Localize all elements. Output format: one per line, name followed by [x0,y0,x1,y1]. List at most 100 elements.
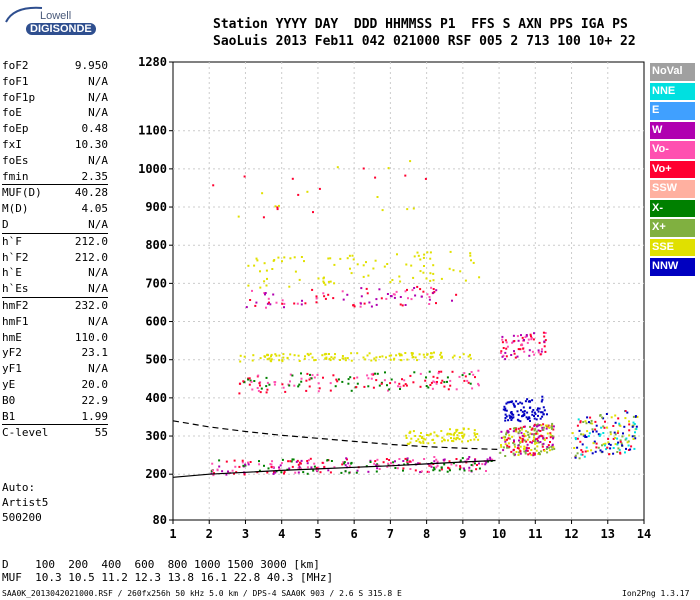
echo-point [433,431,436,434]
echo-point [394,467,397,469]
echo-point [537,414,539,417]
echo-point [519,401,522,404]
echo-point [459,459,462,462]
echo-point [399,385,402,388]
echo-point [258,382,261,385]
echo-point [432,288,435,290]
echo-point [281,359,284,362]
echo-point [386,384,388,387]
echo-point [424,438,427,441]
echo-point [402,460,405,462]
echo-point [531,413,534,416]
param-value: N/A [88,153,108,167]
echo-point [428,464,431,467]
echo-point [432,438,435,441]
echo-point [527,338,530,341]
echo-point [251,388,254,391]
param-value: N/A [88,282,108,296]
echo-point [526,431,529,434]
echo-point [466,458,468,461]
echo-point [524,400,527,403]
echo-point [533,411,536,414]
echo-point [619,439,622,442]
echo-point [526,449,529,452]
echo-point [233,472,235,475]
echo-point [548,446,550,449]
echo-point [501,341,504,344]
echo-point [632,415,635,418]
echo-point [297,385,300,388]
echo-point [347,378,350,381]
x-tick-label: 1 [169,527,176,541]
echo-point [448,460,451,463]
echo-point [552,425,555,428]
echo-point [381,209,384,212]
echo-point [549,441,551,443]
echo-point [316,469,319,472]
echo-point [523,445,526,448]
echo-point [329,382,332,385]
echo-point [321,461,324,464]
echo-point [433,442,436,444]
echo-point [406,457,409,460]
echo-point [264,293,266,296]
param-row: yE 20.0 [2,377,108,393]
echo-point [504,419,507,422]
echo-point [536,437,539,440]
echo-point [526,438,529,441]
echo-point [455,388,458,391]
echo-point [590,419,593,422]
echo-point [281,383,284,386]
y-tick-label: 500 [145,353,167,367]
echo-point [485,470,487,472]
echo-point [512,452,515,455]
echo-point [612,437,615,440]
echo-point [339,359,341,361]
echo-point [455,437,458,440]
echo-point [323,276,325,279]
echo-point [594,420,597,423]
echo-point [633,435,636,437]
echo-point [453,437,455,440]
echo-point [329,257,332,260]
param-row: h`E N/A [2,265,108,281]
param-label: yF1 [2,362,22,376]
echo-point [446,470,449,473]
echo-point [618,422,621,425]
echo-point [406,442,409,445]
echo-point [263,280,266,283]
y-tick-label: 600 [145,315,167,329]
echo-point [261,192,264,195]
echo-point [593,440,596,443]
echo-point [549,436,552,439]
echo-point [348,465,351,468]
echo-point [259,357,262,360]
param-label: foE [2,106,22,120]
legend-item: X- [650,199,695,217]
echo-point [425,376,427,379]
echo-point [473,462,476,465]
echo-point [422,271,425,274]
echo-point [633,423,636,425]
echo-point [602,425,605,428]
echo-point [516,447,519,449]
echo-point [535,430,538,433]
echo-point [435,458,438,461]
echo-point [396,253,398,256]
echo-point [315,295,318,298]
legend-item: SSW [650,180,695,198]
echo-point [394,460,396,463]
echo-point [406,208,409,211]
echo-point [287,460,290,463]
echo-point [456,434,459,437]
echo-point [353,305,356,308]
echo-point [443,381,446,384]
echo-point [539,453,541,456]
echo-point [449,379,452,382]
echo-point [536,423,539,426]
echo-point [273,259,276,261]
echo-point [283,470,286,473]
param-label: hmF1 [2,314,29,328]
echo-point [618,448,621,451]
echo-point [422,440,425,443]
